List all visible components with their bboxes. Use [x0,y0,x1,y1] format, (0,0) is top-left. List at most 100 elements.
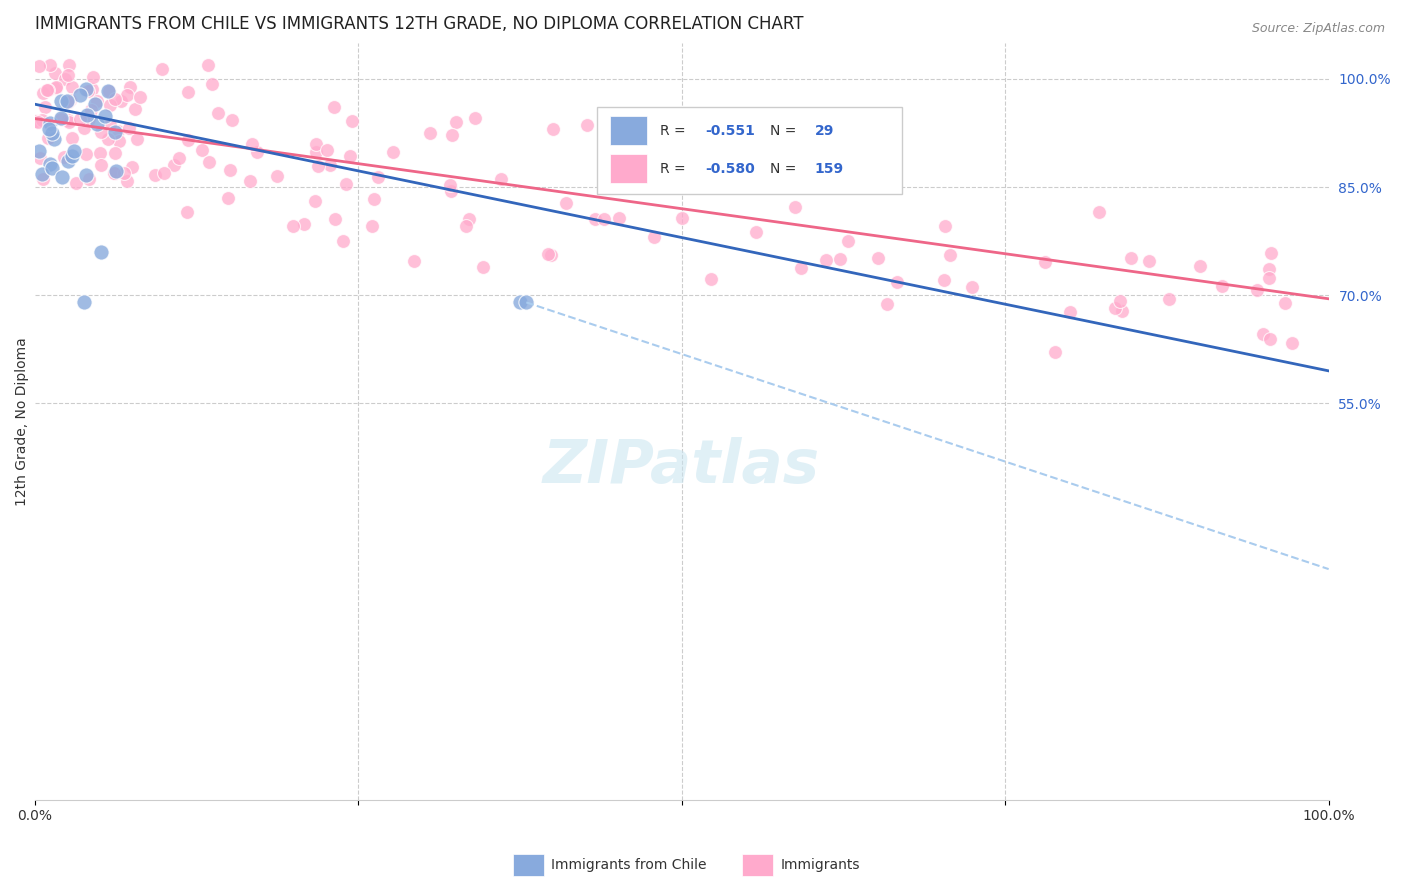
Point [1059,305,1081,319]
Point [876,296,898,310]
Point [699,272,721,286]
Point [197,57,219,71]
Point [444,115,467,129]
Point [104,125,127,139]
Point [76,108,98,122]
Point [221,113,243,128]
Point [32,172,55,186]
Text: N =: N = [769,161,800,176]
Point [335,177,357,191]
Point [90,125,112,139]
Point [440,184,463,198]
Point [555,195,578,210]
Point [162,158,184,172]
Point [34,100,56,114]
Point [75,169,97,183]
Point [219,163,242,178]
Point [541,121,564,136]
Point [419,126,441,140]
Point [1257,270,1279,285]
Point [730,164,752,178]
Point [1258,332,1281,346]
Point [100,97,122,112]
Point [886,275,908,289]
Point [28,145,51,159]
Point [785,200,807,214]
Point [73,295,96,310]
Text: Source: ZipAtlas.com: Source: ZipAtlas.com [1251,22,1385,36]
Point [1043,345,1066,359]
FancyBboxPatch shape [610,116,647,145]
Point [117,120,139,135]
Point [25,113,48,128]
Point [789,261,811,276]
Point [76,84,98,98]
Point [56,113,79,128]
Point [240,136,263,151]
Point [404,253,426,268]
Point [79,112,101,126]
FancyBboxPatch shape [598,107,901,194]
Point [104,166,127,180]
Point [100,118,122,132]
Point [382,145,405,160]
Point [58,57,80,71]
Point [630,117,652,131]
Point [801,178,824,193]
Point [239,174,262,188]
Point [1257,261,1279,276]
Point [56,154,79,169]
Point [316,144,339,158]
Point [167,151,190,165]
Point [323,212,346,227]
Point [361,219,384,233]
Point [176,205,198,219]
Point [97,131,120,145]
Text: Immigrants: Immigrants [780,858,860,872]
Point [177,85,200,99]
FancyBboxPatch shape [610,154,647,183]
Point [515,295,537,310]
Point [457,211,479,226]
Point [104,145,127,160]
Point [37,130,59,145]
Point [38,157,60,171]
Point [77,172,100,186]
Point [56,68,79,82]
Point [27,115,49,129]
Point [464,111,486,125]
Point [191,143,214,157]
Text: -0.580: -0.580 [704,161,755,176]
Point [80,103,103,117]
Point [94,109,117,123]
Point [73,120,96,135]
Point [125,132,148,146]
Point [60,130,83,145]
Point [124,102,146,116]
Point [59,93,82,107]
Point [489,172,512,186]
Point [65,176,87,190]
Point [107,124,129,138]
Point [58,115,80,129]
Point [471,260,494,275]
Point [31,112,53,127]
Point [323,100,346,114]
Point [128,90,150,104]
Point [90,244,112,259]
Point [592,168,614,182]
Point [104,92,127,106]
Point [177,133,200,147]
Point [39,57,62,71]
Text: 159: 159 [815,161,844,176]
Text: IMMIGRANTS FROM CHILE VS IMMIGRANTS 12TH GRADE, NO DIPLOMA CORRELATION CHART: IMMIGRANTS FROM CHILE VS IMMIGRANTS 12TH… [35,15,803,33]
Point [583,211,606,226]
Point [75,82,97,96]
Point [69,87,91,102]
Point [540,248,562,262]
Point [815,252,838,267]
Point [89,145,111,160]
Point [1281,335,1303,350]
Point [60,148,83,162]
Text: R =: R = [659,161,689,176]
